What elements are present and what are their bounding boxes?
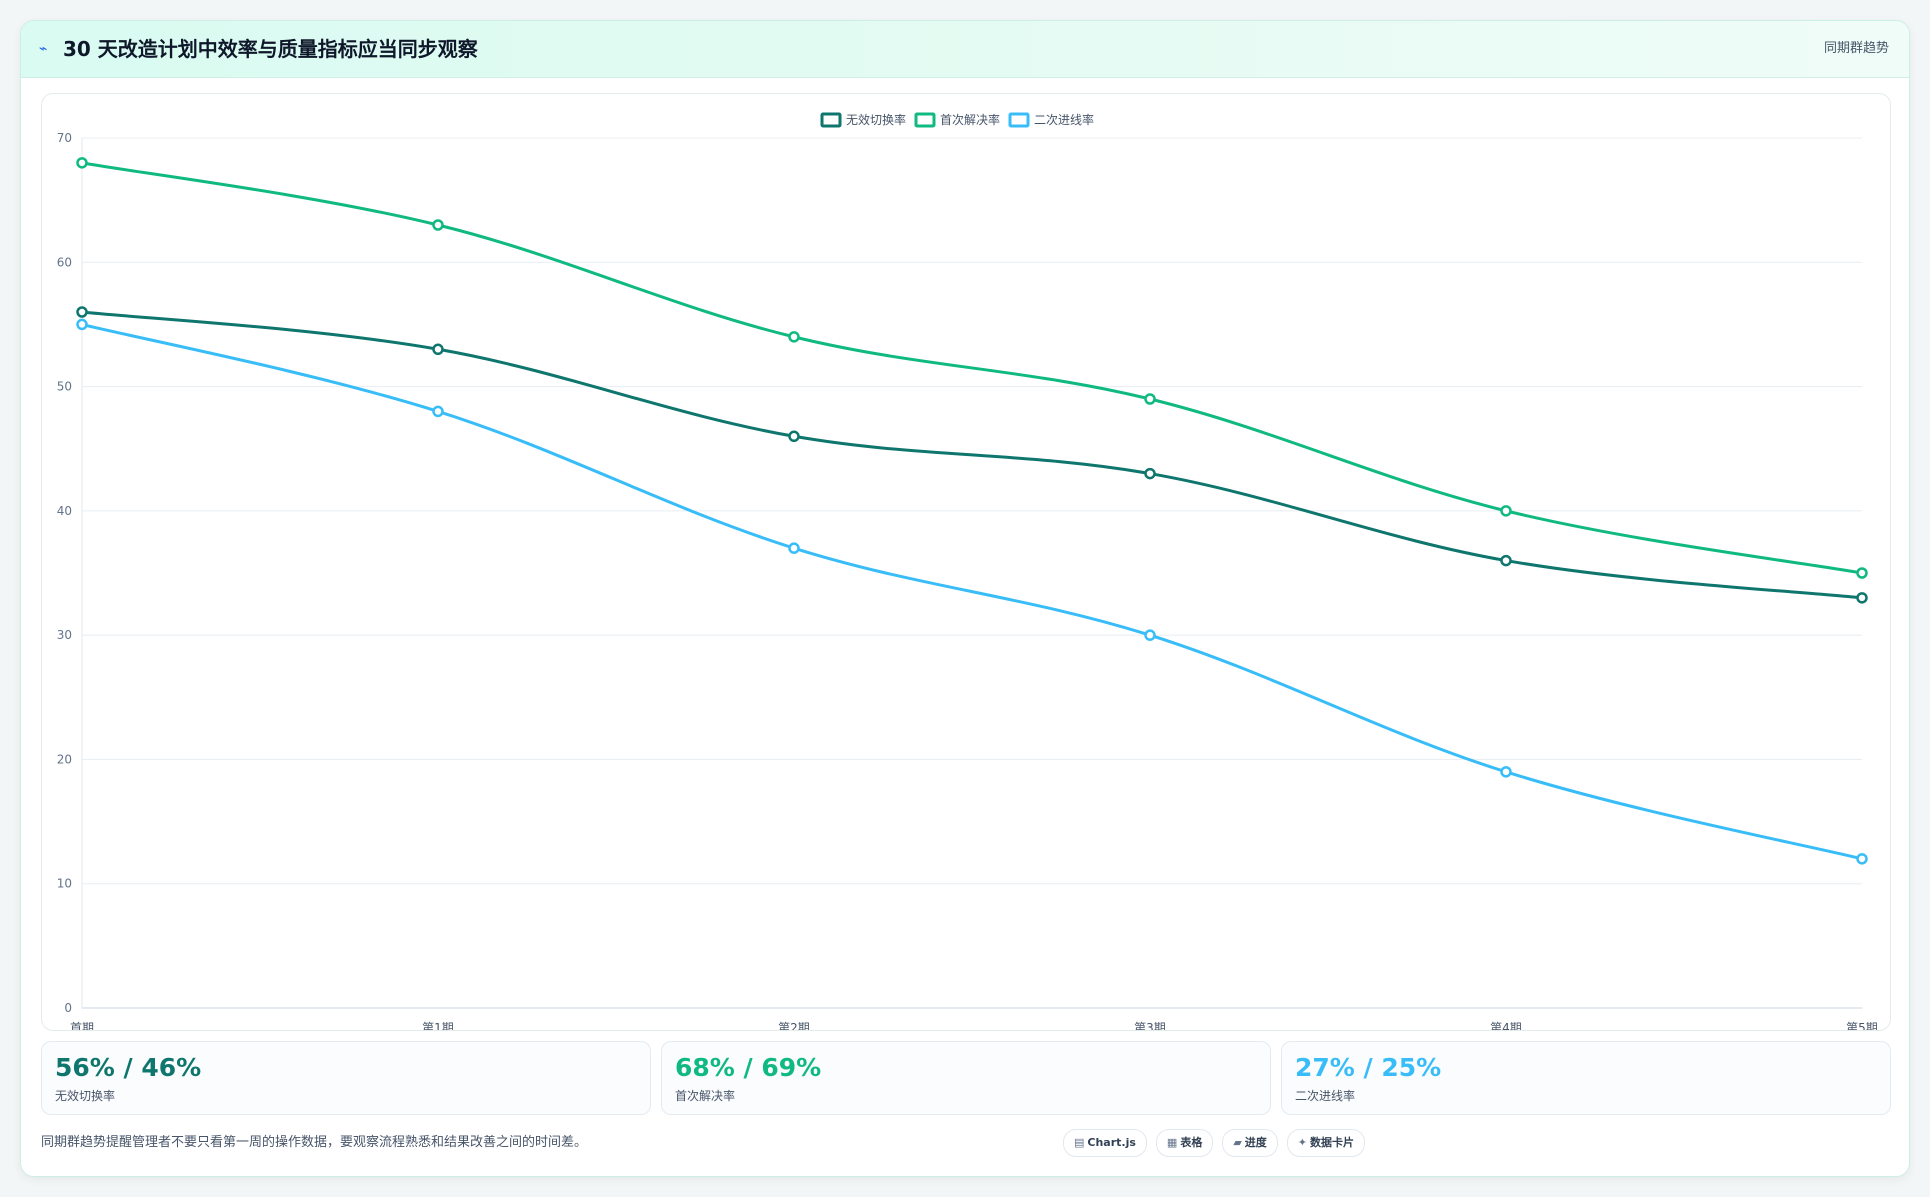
y-tick-label: 0 [64, 1001, 72, 1015]
data-point [432, 343, 444, 356]
chart-icon: ▤ [1074, 1136, 1085, 1149]
data-point [76, 306, 88, 318]
x-tick-label: 第5期 [1846, 1021, 1878, 1030]
data-point [788, 430, 800, 443]
summary-cards: 56% / 46% 无效切换率 68% / 69% 首次解决率 27% / 25… [41, 1041, 1891, 1115]
data-point [1500, 505, 1512, 517]
chip-data-cards[interactable]: ✦ 数据卡片 [1286, 1129, 1366, 1157]
card-invalid-switch: 56% / 46% 无效切换率 [41, 1041, 651, 1115]
data-point [432, 219, 444, 231]
data-point [432, 405, 444, 418]
x-tick-label: 首期 [70, 1021, 94, 1030]
y-tick-label: 50 [57, 380, 72, 394]
series-line-1 [80, 161, 1864, 575]
panel-title: 30 天改造计划中效率与质量指标应当同步观察 [63, 37, 478, 61]
data-point [76, 318, 88, 331]
data-point [1500, 766, 1512, 778]
card-first-resolution: 68% / 69% 首次解决率 [661, 1041, 1271, 1115]
data-point [1856, 567, 1868, 579]
legend-label: 首次解决率 [940, 112, 1000, 127]
sparkle-icon: ✦ [1297, 1136, 1308, 1149]
chip-table[interactable]: ▦ 表格 [1155, 1129, 1214, 1157]
y-tick-label: 60 [57, 255, 72, 269]
chip-chartjs[interactable]: ▤ Chart.js [1063, 1129, 1147, 1157]
card-label: 首次解决率 [675, 1089, 736, 1103]
x-tick-label: 第2期 [778, 1021, 810, 1030]
legend-swatch [914, 112, 936, 128]
data-point [1144, 467, 1156, 480]
data-point [1856, 853, 1868, 865]
panel-tag: 同期群趋势 [1823, 41, 1889, 56]
chip-label: 进度 [1244, 1136, 1267, 1149]
y-tick-label: 30 [57, 628, 72, 642]
card-repeat-contact: 27% / 25% 二次进线率 [1281, 1041, 1891, 1115]
chip-label: Chart.js [1087, 1136, 1136, 1149]
table-icon: ▦ [1166, 1136, 1178, 1149]
chip-label: 数据卡片 [1310, 1136, 1355, 1149]
card-value: 56% / 46% [55, 1053, 202, 1082]
card-value: 68% / 69% [675, 1053, 822, 1082]
legend-swatch [820, 112, 842, 128]
panel-header: ⌁ 30 天改造计划中效率与质量指标应当同步观察 同期群趋势 [21, 21, 1909, 78]
y-tick-label: 70 [57, 131, 72, 145]
feature-chips: ▤ Chart.js ▦ 表格 ▰ 进度 ✦ 数据卡片 [1063, 1129, 1374, 1157]
y-tick-label: 20 [57, 752, 72, 766]
x-tick-label: 第1期 [422, 1021, 454, 1030]
footer-note: 同期群趋势提醒管理者不要只看第一周的操作数据，要观察流程熟悉和结果改善之间的时间… [41, 1135, 588, 1150]
trend-icon: ⌁ [39, 41, 48, 57]
legend-label: 二次进线率 [1034, 112, 1094, 127]
x-tick-label: 第4期 [1490, 1021, 1522, 1030]
data-point [1144, 393, 1156, 405]
y-tick-label: 10 [57, 877, 72, 891]
card-value: 27% / 25% [1295, 1053, 1442, 1082]
chip-progress[interactable]: ▰ 进度 [1222, 1129, 1278, 1157]
y-tick-label: 40 [57, 504, 72, 518]
x-tick-label: 第3期 [1134, 1021, 1166, 1030]
card-label: 二次进线率 [1295, 1089, 1356, 1103]
line-chart: 0 10 20 30 40 50 60 70 首期 第1期 第2期 第3期 第4期 第5期 无效切换率 首次解… [41, 93, 1891, 1031]
series-line-0 [80, 310, 1864, 600]
trend-panel: ⌁ 30 天改造计划中效率与质量指标应当同步观察 同期群趋势 0 10 20 30 40… [20, 20, 1910, 1177]
series-line-2 [80, 322, 1864, 861]
data-point [1500, 554, 1512, 567]
legend-swatch [1008, 112, 1030, 128]
chip-label: 表格 [1180, 1136, 1203, 1149]
legend-label: 无效切换率 [846, 112, 906, 127]
data-point [76, 157, 88, 169]
data-point [788, 331, 800, 343]
data-point [1144, 629, 1156, 641]
data-point [1856, 592, 1868, 604]
data-point [788, 542, 800, 554]
line-chart-svg: 0 10 20 30 40 50 60 70 首期 第1期 第2期 第3期 第4期 第5期 无效切换率 首次解… [57, 112, 1878, 1030]
card-label: 无效切换率 [55, 1089, 116, 1103]
progress-icon: ▰ [1233, 1136, 1242, 1149]
